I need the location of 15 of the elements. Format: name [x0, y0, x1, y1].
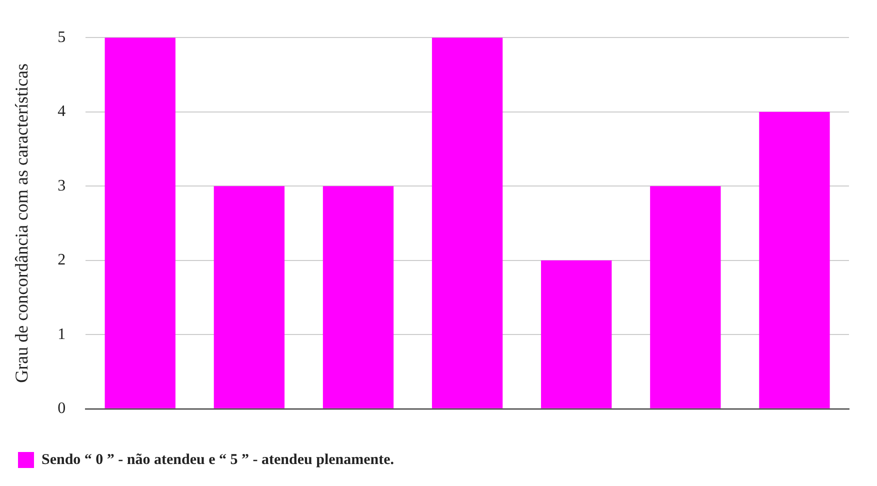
legend-label: Sendo “ 0 ” - não atendeu e “ 5 ” - atendeu plenamente. [42, 452, 394, 468]
bar [214, 186, 285, 408]
bar [759, 112, 830, 408]
y-tick-label: 5 [58, 28, 66, 46]
y-tick-label: 4 [58, 103, 66, 120]
bar [104, 38, 176, 408]
y-tick-label: 0 [58, 400, 66, 418]
bar [432, 38, 503, 408]
y-axis-title: Grau de concordância com as características [12, 64, 32, 383]
y-tick-label: 2 [58, 252, 66, 269]
bar [541, 260, 612, 408]
y-tick-label: 3 [58, 177, 66, 194]
y-tick-label: 1 [58, 326, 66, 343]
bar [322, 186, 394, 408]
bar [650, 186, 721, 408]
